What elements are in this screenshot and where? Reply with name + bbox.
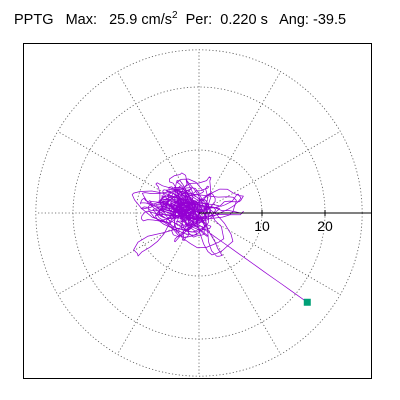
plot-frame [23, 43, 372, 379]
max-unit-exponent: 2 [171, 10, 178, 21]
radial-tick-label-0: 10 [254, 218, 270, 234]
plot-header: PPTG Max: 25.9 cm/s2 Per: 0.220 s Ang: -… [14, 11, 346, 29]
max-label: Max: [65, 12, 97, 28]
trace-line [131, 172, 308, 303]
max-value: 25.9 [109, 12, 138, 28]
peak-marker [303, 298, 311, 306]
angle-value: -39.5 [313, 12, 347, 28]
grid-spoke-210 [57, 212, 200, 295]
chart-marks [303, 298, 311, 306]
max-unit: cm/s [141, 12, 172, 28]
radial-tick-label-1: 20 [317, 218, 333, 234]
grid-spoke-30 [198, 131, 341, 214]
angle-label: Ang: [279, 12, 309, 28]
period-value: 0.220 s [220, 12, 268, 28]
grid-spoke-60 [198, 71, 281, 214]
period-label: Per: [185, 12, 213, 28]
record-name: PPTG [14, 12, 54, 28]
polar-axes: 10 20 [199, 210, 371, 234]
motion-trace [131, 172, 308, 303]
